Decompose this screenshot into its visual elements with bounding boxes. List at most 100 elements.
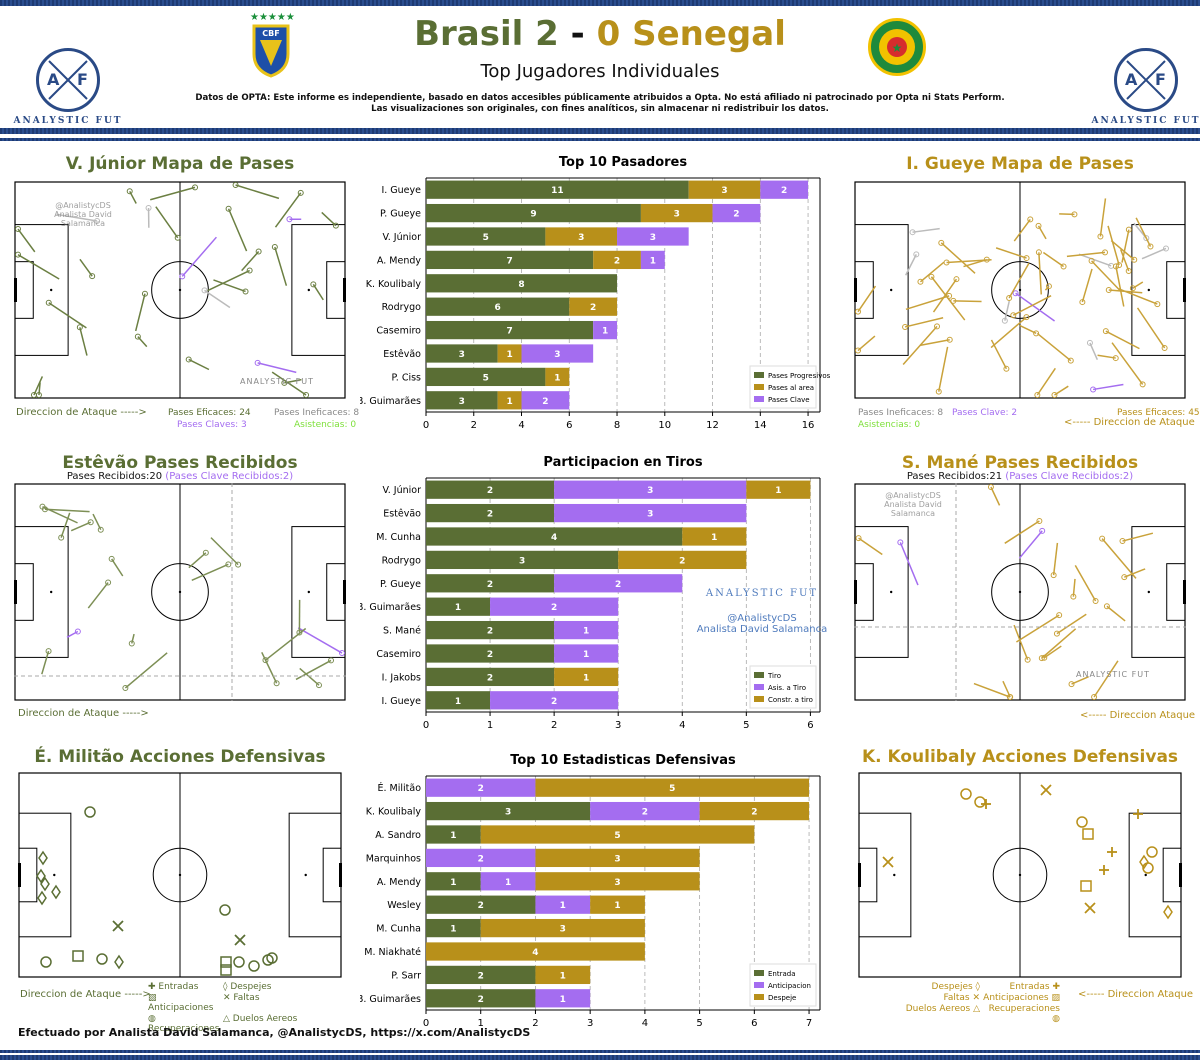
vj-watermark: @AnalistycDS Analista David Salamanca: [38, 201, 128, 228]
bar-value-label: 2: [487, 650, 493, 660]
center-circle: [152, 847, 208, 903]
bar-value-label: 2: [487, 580, 493, 590]
pass-arrow: [1107, 225, 1120, 266]
penalty-spot: [889, 590, 893, 594]
category-label: S. Mané: [383, 626, 421, 637]
bar-value-label: 4: [532, 948, 538, 958]
pass-arrow: [1110, 240, 1135, 261]
bar-value-label: 2: [781, 186, 787, 196]
x-tick-label: 3: [587, 1018, 593, 1029]
category-label: B. Guimarães: [360, 602, 421, 613]
pass-arrow: [919, 339, 950, 347]
pass-end: [1003, 365, 1010, 372]
category-label: Estêvão: [383, 349, 421, 360]
bar-value-label: 5: [669, 784, 675, 794]
pass-end: [1086, 339, 1093, 346]
pass-arrow: [56, 213, 98, 222]
x-tick-label: 2: [471, 420, 477, 431]
bar-segment: [426, 297, 570, 316]
pass-end: [1056, 612, 1063, 619]
category-label: Marquinhos: [366, 853, 421, 864]
bar-value-label: 2: [614, 256, 620, 266]
pass-arrow: [1066, 251, 1106, 258]
pass-end: [1105, 287, 1112, 294]
pass-arrow: [66, 630, 79, 638]
x-tick-label: 4: [679, 720, 685, 731]
category-label: I. Gueye: [381, 185, 421, 196]
bar-segment: [426, 391, 498, 410]
penalty-box: [858, 812, 912, 938]
pass-end: [1112, 355, 1119, 362]
pass-end: [126, 188, 133, 195]
pass-arrow: [1124, 568, 1146, 578]
bar-value-label: 3: [560, 925, 566, 935]
es-direction: Direccion de Ataque ----->: [18, 708, 149, 719]
goal: [1179, 863, 1182, 887]
goal-box: [1166, 563, 1186, 621]
kk-legend-anticipaciones: Anticipaciones ▨: [983, 993, 1060, 1003]
pass-end: [1050, 572, 1057, 579]
top-band: [0, 0, 1200, 6]
pass-end: [45, 648, 52, 655]
pass-arrow: [919, 261, 945, 283]
svg-text:A: A: [47, 70, 60, 89]
bar-value-label: 3: [674, 210, 680, 220]
ig-eff: Pases Eficaces: 45: [1117, 408, 1200, 418]
penalty-box: [1131, 224, 1186, 356]
bar-value-label: 1: [506, 350, 512, 360]
center-watermark-name: Analista David Salamanca: [696, 624, 828, 635]
bar-value-label: 3: [459, 350, 465, 360]
pass-arrow: [990, 316, 1027, 349]
category-label: B. Guimarães: [360, 396, 421, 407]
bar-value-label: 1: [650, 256, 656, 266]
bar-value-label: 1: [455, 697, 461, 707]
bar-segment: [554, 667, 619, 687]
x-tick-label: 5: [743, 720, 749, 731]
pass-end: [1036, 517, 1043, 524]
bar-segment: [490, 597, 619, 616]
goal: [18, 863, 21, 887]
pass-end: [1101, 249, 1108, 256]
pass-end: [185, 356, 192, 363]
pass-arrow: [1015, 292, 1056, 322]
bar-value-label: 3: [554, 350, 560, 360]
em-legend-duelos: △ Duelos Aereos: [223, 1014, 298, 1024]
x-tick-label: 12: [706, 420, 719, 431]
penalty-spot: [49, 288, 53, 292]
x-tick-label: 3: [615, 720, 621, 731]
bar-segment: [426, 344, 498, 363]
pass-arrow: [33, 376, 44, 396]
category-label: Rodrygo: [382, 555, 422, 566]
chart-estadisticas-defensivas: Top 10 Estadisticas Defensivas 0 1 2 3 4 5 6 7 É.…: [360, 753, 821, 1029]
bar-value-label: 3: [721, 186, 727, 196]
pass-arrow: [48, 302, 87, 329]
center-spot: [178, 590, 182, 594]
pass-end: [1027, 216, 1034, 223]
em-legend-despejes: ◊ Despejes: [223, 982, 272, 992]
pass-arrow: [938, 346, 949, 392]
cbf-label: CBF: [262, 29, 279, 38]
category-label: K. Koulibaly: [366, 279, 422, 290]
pass-end: [1097, 233, 1104, 240]
category-label: V. Júnior: [382, 485, 421, 496]
sm-watermark-name: Analista David Salamanca: [884, 500, 942, 518]
center-spot: [1018, 590, 1022, 594]
kk-legend-label: Entradas: [1009, 982, 1050, 992]
disclaimer-line-1: Datos de OPTA: Este informe es independi…: [195, 93, 1005, 103]
pass-end: [855, 347, 861, 354]
pass-end: [74, 628, 81, 635]
category-label: É. Militão: [377, 782, 421, 794]
pass-arrow: [1071, 676, 1089, 685]
pass-arrow: [1004, 300, 1010, 321]
bar-value-label: 2: [551, 603, 557, 613]
recovery-marker: [84, 806, 96, 818]
penalty-spot: [889, 288, 893, 292]
bar-value-label: 2: [615, 580, 621, 590]
vj-ineff: Pases Ineficaces: 8: [274, 408, 360, 418]
bar-value-label: 1: [450, 878, 456, 888]
pass-arrow: [188, 552, 207, 569]
pass-arrow: [87, 582, 109, 609]
bar-segment: [426, 895, 536, 914]
pass-end: [1079, 299, 1086, 306]
